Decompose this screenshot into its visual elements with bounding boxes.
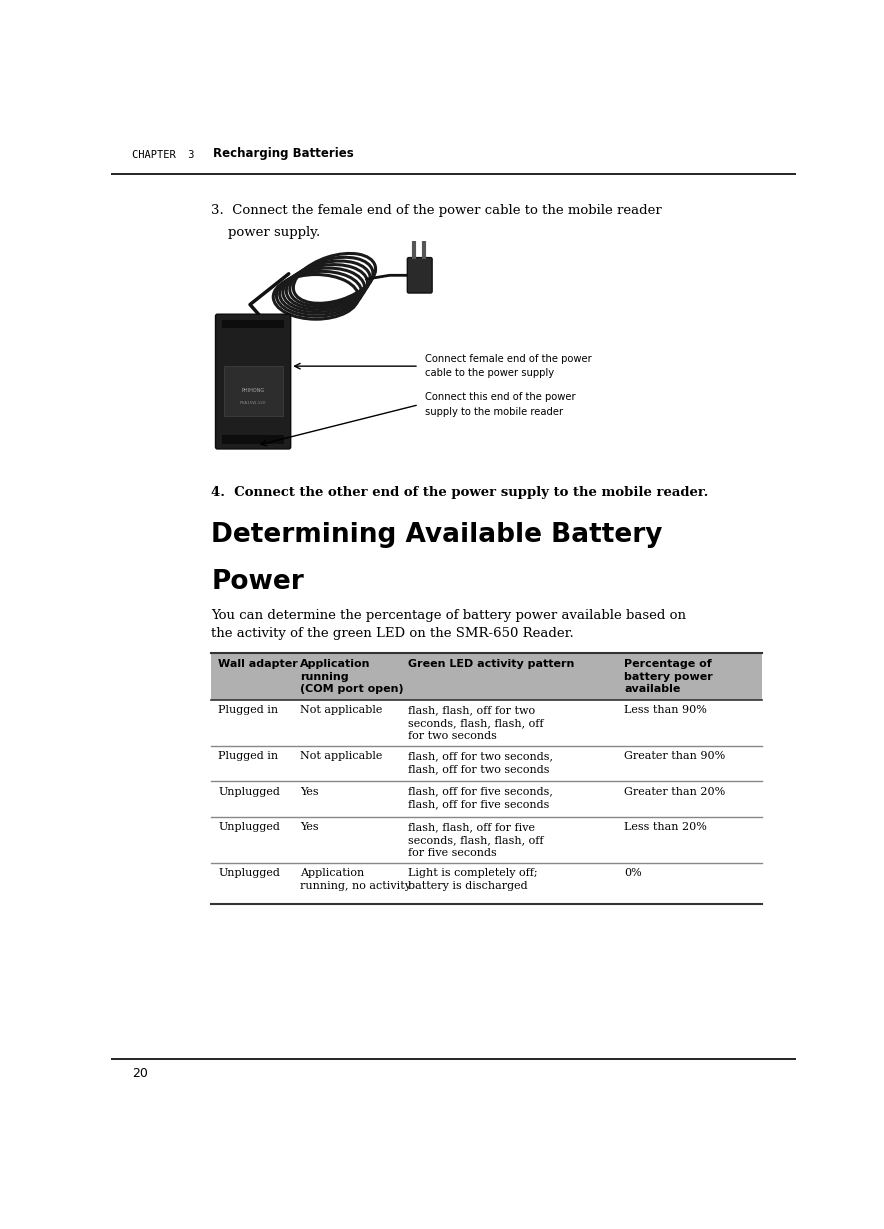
Bar [222, 435, 284, 444]
Text: Plugged in: Plugged in [218, 705, 278, 715]
Text: Determining Available Battery: Determining Available Battery [211, 522, 663, 548]
Text: Percentage of
battery power
available: Percentage of battery power available [624, 659, 713, 694]
FancyBboxPatch shape [216, 315, 291, 449]
Text: 3.  Connect the female end of the power cable to the mobile reader: 3. Connect the female end of the power c… [211, 204, 662, 218]
Text: 20: 20 [133, 1067, 149, 1080]
Text: CHAPTER  3: CHAPTER 3 [133, 150, 194, 160]
Text: Yes: Yes [300, 787, 318, 796]
Text: flash, off for five seconds,
flash, off for five seconds: flash, off for five seconds, flash, off … [408, 787, 552, 810]
Text: Wall adapter: Wall adapter [218, 659, 298, 669]
Text: Connect female end of the power: Connect female end of the power [425, 354, 592, 364]
Text: Less than 90%: Less than 90% [624, 705, 707, 715]
Text: the activity of the green LED on the SMR-650 Reader.: the activity of the green LED on the SMR… [211, 627, 574, 640]
Text: flash, off for two seconds,
flash, off for two seconds: flash, off for two seconds, flash, off f… [408, 751, 552, 774]
Text: Plugged in: Plugged in [218, 751, 278, 761]
Bar [224, 366, 283, 417]
Text: Unplugged: Unplugged [218, 868, 280, 879]
Text: Greater than 20%: Greater than 20% [624, 787, 726, 796]
FancyBboxPatch shape [408, 258, 432, 293]
Text: flash, flash, off for two
seconds, flash, flash, off
for two seconds: flash, flash, off for two seconds, flash… [408, 705, 543, 741]
Bar [211, 816, 761, 863]
Text: Less than 20%: Less than 20% [624, 822, 707, 832]
Text: supply to the mobile reader: supply to the mobile reader [425, 407, 563, 417]
Text: Green LED activity pattern: Green LED activity pattern [408, 659, 574, 669]
Text: Unplugged: Unplugged [218, 822, 280, 832]
Bar [211, 699, 761, 746]
Bar [211, 654, 761, 699]
Text: Application
running, no activity: Application running, no activity [300, 868, 411, 891]
Text: 4.  Connect the other end of the power supply to the mobile reader.: 4. Connect the other end of the power su… [211, 485, 709, 499]
Text: PSA15W-120: PSA15W-120 [240, 401, 266, 406]
Text: Not applicable: Not applicable [300, 705, 382, 715]
Text: Connect this end of the power: Connect this end of the power [425, 392, 575, 402]
Bar [211, 782, 761, 816]
Bar [211, 863, 761, 905]
Text: power supply.: power supply. [211, 226, 321, 238]
Text: You can determine the percentage of battery power available based on: You can determine the percentage of batt… [211, 608, 686, 622]
Text: Application
running
(COM port open): Application running (COM port open) [300, 659, 403, 694]
Text: cable to the power supply: cable to the power supply [425, 369, 554, 379]
Bar [222, 320, 284, 328]
Text: Yes: Yes [300, 822, 318, 832]
Text: Power: Power [211, 569, 304, 595]
Text: Greater than 90%: Greater than 90% [624, 751, 726, 761]
Text: PHIHONG: PHIHONG [241, 388, 264, 393]
Bar [211, 746, 761, 782]
Text: flash, flash, off for five
seconds, flash, flash, off
for five seconds: flash, flash, off for five seconds, flas… [408, 822, 543, 858]
Text: Not applicable: Not applicable [300, 751, 382, 761]
Text: Light is completely off;
battery is discharged: Light is completely off; battery is disc… [408, 868, 537, 891]
Text: Recharging Batteries: Recharging Batteries [213, 146, 354, 160]
Text: 0%: 0% [624, 868, 642, 879]
Text: Unplugged: Unplugged [218, 787, 280, 796]
